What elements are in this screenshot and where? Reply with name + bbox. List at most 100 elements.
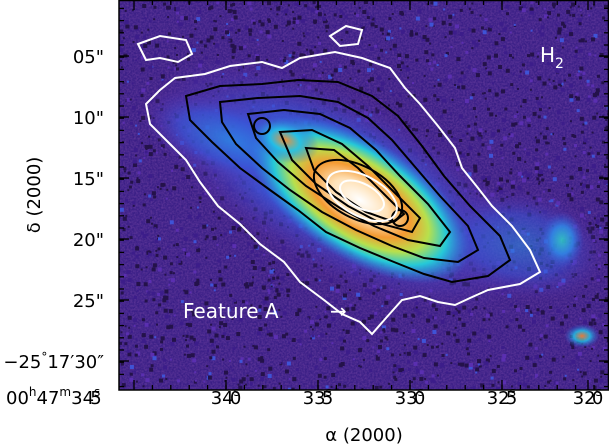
noise-pixel: [263, 385, 267, 389]
noise-pixel: [375, 356, 380, 361]
noise-pixel: [600, 375, 603, 378]
noise-pixel: [135, 380, 138, 383]
noise-pixel: [527, 177, 530, 180]
noise-pixel: [148, 194, 152, 198]
noise-pixel: [182, 177, 185, 181]
noise-pixel: [460, 71, 464, 75]
noise-pixel: [571, 187, 574, 190]
noise-pixel: [605, 222, 609, 227]
noise-pixel: [393, 364, 397, 368]
noise-pixel: [358, 311, 361, 314]
noise-pixel: [333, 299, 338, 304]
noise-pixel: [132, 201, 136, 205]
noise-pixel: [519, 121, 524, 126]
noise-pixel: [310, 337, 313, 340]
noise-pixel: [169, 358, 172, 361]
noise-pixel: [452, 386, 455, 389]
noise-pixel: [176, 20, 179, 23]
noise-pixel: [522, 178, 526, 183]
noise-pixel: [238, 317, 243, 322]
noise-pixel: [577, 18, 582, 23]
noise-pixel: [419, 376, 424, 381]
noise-pixel: [292, 20, 296, 24]
noise-pixel: [547, 11, 552, 16]
noise-pixel: [495, 387, 500, 390]
noise-pixel: [572, 165, 575, 168]
noise-pixel: [415, 28, 418, 31]
noise-pixel: [199, 40, 203, 44]
noise-pixel: [358, 364, 361, 367]
noise-pixel: [216, 54, 219, 56]
noise-pixel: [551, 171, 554, 174]
noise-pixel: [172, 272, 175, 275]
noise-pixel: [555, 36, 557, 39]
noise-pixel: [562, 355, 565, 358]
noise-pixel: [534, 346, 538, 350]
noise-pixel: [591, 37, 595, 42]
noise-pixel: [162, 183, 166, 187]
noise-pixel: [582, 175, 586, 179]
noise-pixel: [196, 278, 200, 282]
noise-pixel: [502, 118, 506, 123]
noise-pixel: [556, 38, 559, 41]
noise-pixel: [210, 20, 213, 23]
noise-pixel: [579, 116, 584, 121]
noise-pixel: [576, 371, 579, 374]
noise-pixel: [542, 81, 547, 86]
y-tick-origin-arcsec: 30: [74, 352, 97, 373]
noise-pixel: [322, 19, 327, 24]
noise-pixel: [176, 386, 179, 389]
noise-pixel: [569, 363, 572, 366]
noise-pixel: [153, 5, 157, 9]
noise-pixel: [593, 378, 598, 383]
noise-pixel: [221, 282, 226, 287]
noise-pixel: [248, 299, 251, 301]
noise-pixel: [594, 170, 597, 174]
noise-pixel: [123, 167, 127, 171]
noise-pixel: [253, 244, 258, 249]
noise-pixel: [151, 222, 153, 225]
noise-pixel: [305, 281, 310, 286]
noise-pixel: [314, 322, 319, 327]
noise-pixel: [140, 94, 144, 97]
noise-pixel: [317, 373, 322, 378]
noise-pixel: [574, 297, 578, 301]
noise-pixel: [535, 148, 539, 152]
panel-label-main: H: [540, 43, 555, 67]
noise-pixel: [461, 134, 465, 138]
noise-pixel: [436, 98, 440, 102]
noise-pixel: [497, 111, 501, 115]
noise-pixel: [292, 27, 295, 30]
noise-pixel: [171, 169, 174, 172]
noise-pixel: [297, 41, 302, 46]
noise-pixel: [366, 14, 369, 17]
noise-pixel: [249, 7, 253, 11]
noise-pixel: [540, 25, 545, 30]
noise-pixel: [525, 70, 530, 75]
noise-pixel: [558, 82, 562, 86]
noise-pixel: [551, 133, 554, 135]
noise-pixel: [303, 53, 306, 56]
noise-pixel: [280, 315, 283, 318]
noise-pixel: [379, 339, 383, 343]
noise-pixel: [535, 96, 539, 100]
noise-pixel: [369, 369, 373, 373]
noise-pixel: [556, 110, 561, 115]
noise-pixel: [343, 384, 347, 388]
noise-pixel: [330, 385, 333, 388]
noise-pixel: [530, 29, 533, 32]
noise-pixel: [324, 310, 327, 313]
noise-pixel: [219, 321, 224, 326]
noise-pixel: [512, 151, 516, 155]
noise-pixel: [315, 10, 319, 14]
noise-pixel: [535, 1, 538, 3]
noise-pixel: [583, 138, 588, 143]
noise-pixel: [277, 274, 280, 277]
noise-pixel: [147, 255, 150, 258]
contour-level-7: [312, 158, 404, 226]
noise-pixel: [280, 287, 284, 291]
noise-pixel: [267, 19, 271, 23]
noise-pixel: [270, 285, 273, 288]
noise-pixel: [426, 344, 429, 347]
noise-pixel: [137, 171, 141, 175]
